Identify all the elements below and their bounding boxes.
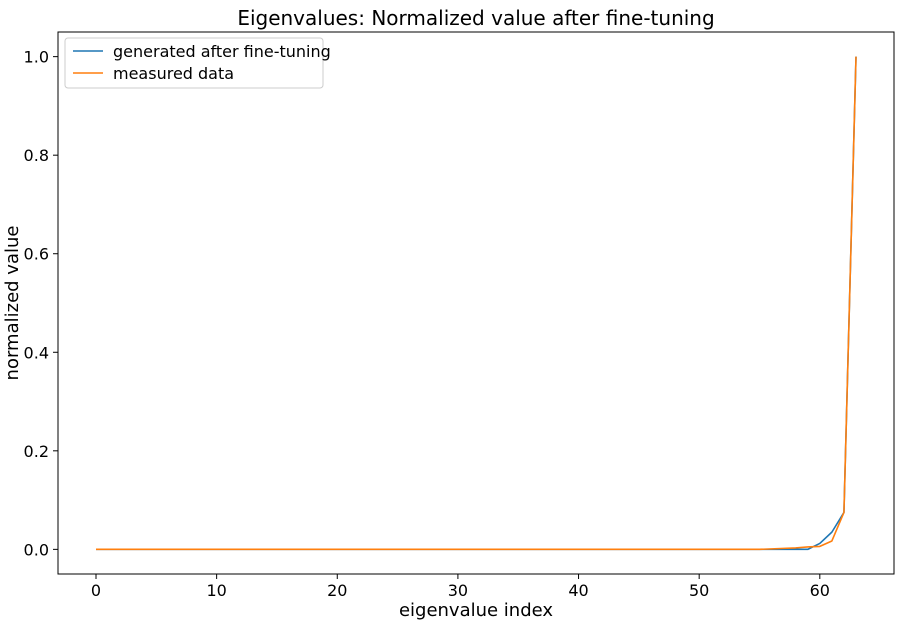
series-line-generated xyxy=(96,56,857,551)
x-tick-label: 30 xyxy=(448,581,468,600)
chart-title: Eigenvalues: Normalized value after fine… xyxy=(237,6,714,30)
y-tick-label: 0.6 xyxy=(24,245,49,264)
y-axis-label: normalized value xyxy=(2,226,23,381)
legend-box xyxy=(64,37,324,89)
x-tick-label: 20 xyxy=(327,581,347,600)
x-tick-label: 10 xyxy=(206,581,226,600)
y-tick-label: 0.0 xyxy=(24,540,49,559)
plot-area xyxy=(96,56,857,551)
x-tick-label: 50 xyxy=(689,581,709,600)
legend: generated after fine-tuning measured data xyxy=(64,37,331,89)
y-tick-label: 0.2 xyxy=(24,442,49,461)
y-tick-label: 0.8 xyxy=(24,146,49,165)
series-line-measured xyxy=(96,56,857,551)
legend-label: measured data xyxy=(113,64,234,83)
x-axis-label: eigenvalue index xyxy=(399,600,553,621)
legend-label: generated after fine-tuning xyxy=(113,42,331,61)
y-tick-label: 1.0 xyxy=(24,48,49,67)
plot-frame xyxy=(57,31,895,575)
y-tick-label: 0.4 xyxy=(24,343,49,362)
x-tick-label: 0 xyxy=(91,581,101,600)
x-tick-label: 60 xyxy=(810,581,830,600)
x-tick-label: 40 xyxy=(568,581,588,600)
